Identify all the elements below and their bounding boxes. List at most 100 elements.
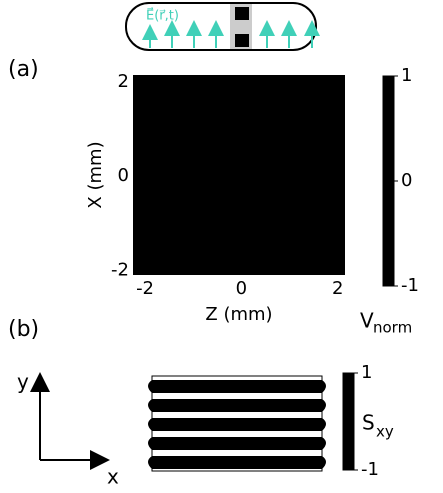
heat-cell <box>181 140 206 165</box>
heat-cell <box>205 164 230 189</box>
heat-cell <box>277 75 303 95</box>
heat-cell <box>301 75 327 95</box>
heat-cell <box>181 235 206 260</box>
stripe <box>148 380 326 393</box>
colorbar-tick-label: 1 <box>361 362 372 383</box>
heat-cell <box>325 211 345 236</box>
heat-cell <box>325 164 345 189</box>
x-axis-label: Z (mm) <box>205 304 272 325</box>
colorbar-sub: norm <box>373 319 412 337</box>
x-tick-label: 2 <box>332 278 343 299</box>
field-label: E⃗(r⃗,t) <box>146 7 179 23</box>
heat-cell <box>181 75 206 95</box>
heat-cell <box>301 235 327 260</box>
y-tick-label: 2 <box>118 71 129 92</box>
heat-cell <box>181 187 206 212</box>
heat-cell <box>157 93 182 118</box>
heat-cell <box>253 93 279 118</box>
heat-cell <box>229 235 254 260</box>
heat-cell <box>133 187 158 212</box>
axis-icon-label: x <box>107 465 119 489</box>
heat-cell <box>325 117 345 142</box>
heat-cell <box>253 164 279 189</box>
heat-cell <box>253 258 279 275</box>
y-tick-label: 0 <box>118 165 129 186</box>
stripe <box>148 399 326 412</box>
heat-cell <box>157 187 182 212</box>
heat-cell <box>157 140 182 165</box>
electrode <box>234 192 249 207</box>
colorbar <box>382 75 395 287</box>
heat-cell <box>205 117 230 142</box>
heat-cell <box>133 75 158 95</box>
heat-cell <box>277 187 303 212</box>
heat-cell <box>253 187 279 212</box>
cells <box>133 75 345 275</box>
heat-cell <box>229 211 254 236</box>
heat-cell <box>205 235 230 260</box>
heat-cell <box>157 75 182 95</box>
stripe <box>148 418 326 431</box>
heat-cell <box>277 117 303 142</box>
heat-cell <box>181 93 206 118</box>
heat-cell <box>133 93 158 118</box>
heat-cell <box>157 117 182 142</box>
heat-cell <box>325 235 345 260</box>
heat-cell <box>325 75 345 95</box>
heat-cell <box>253 117 279 142</box>
heat-cell <box>205 75 230 95</box>
heat-cell <box>277 93 303 118</box>
heat-cell <box>325 187 345 212</box>
colorbar-tick-label: 1 <box>401 65 412 86</box>
colorbar-tick-label: 0 <box>401 170 412 191</box>
heat-cell <box>325 258 345 275</box>
axis-icon-label: y <box>17 370 29 394</box>
heat-cell <box>301 93 327 118</box>
y-axis-label: X (mm) <box>85 141 106 208</box>
heat-cell <box>325 140 345 165</box>
y-tick-label: -2 <box>111 259 129 280</box>
colorbar-label: S <box>362 411 375 435</box>
heat-cell <box>157 164 182 189</box>
heat-cell <box>133 211 158 236</box>
heat-cell <box>277 164 303 189</box>
heat-cell <box>133 140 158 165</box>
heat-cell <box>133 117 158 142</box>
heat-cell <box>205 187 230 212</box>
colorbar-sub: xy <box>376 423 394 441</box>
heat-cell <box>277 235 303 260</box>
heat-cell <box>181 258 206 275</box>
heat-cell <box>301 164 327 189</box>
panel-label: (a) <box>8 57 39 82</box>
axes-icon <box>30 372 110 470</box>
heatmap <box>133 75 345 275</box>
heat-cell <box>277 140 303 165</box>
heat-cell <box>253 140 279 165</box>
heat-cell <box>229 164 254 189</box>
heat-cell <box>205 93 230 118</box>
heat-cell <box>229 75 254 95</box>
heat-cell <box>325 93 345 118</box>
heat-cell <box>229 258 254 275</box>
heat-cell <box>277 258 303 275</box>
heat-cell <box>301 187 327 212</box>
heat-cell <box>181 164 206 189</box>
heat-cell <box>229 93 254 118</box>
colorbar-label: V <box>360 309 374 333</box>
electrode <box>234 143 249 158</box>
heat-cell <box>301 117 327 142</box>
heat-cell <box>277 211 303 236</box>
x-tick-label: 0 <box>236 278 247 299</box>
heat-cell <box>157 258 182 275</box>
heat-cell <box>205 211 230 236</box>
heat-cell <box>253 75 279 95</box>
heat-cell <box>133 258 158 275</box>
colorbar-tick-label: -1 <box>401 275 419 296</box>
heat-cell <box>301 140 327 165</box>
heat-cell <box>253 211 279 236</box>
stripe <box>148 456 326 469</box>
colorbar-tick-label: -1 <box>361 459 379 480</box>
heat-cell <box>229 117 254 142</box>
heat-cell <box>133 164 158 189</box>
